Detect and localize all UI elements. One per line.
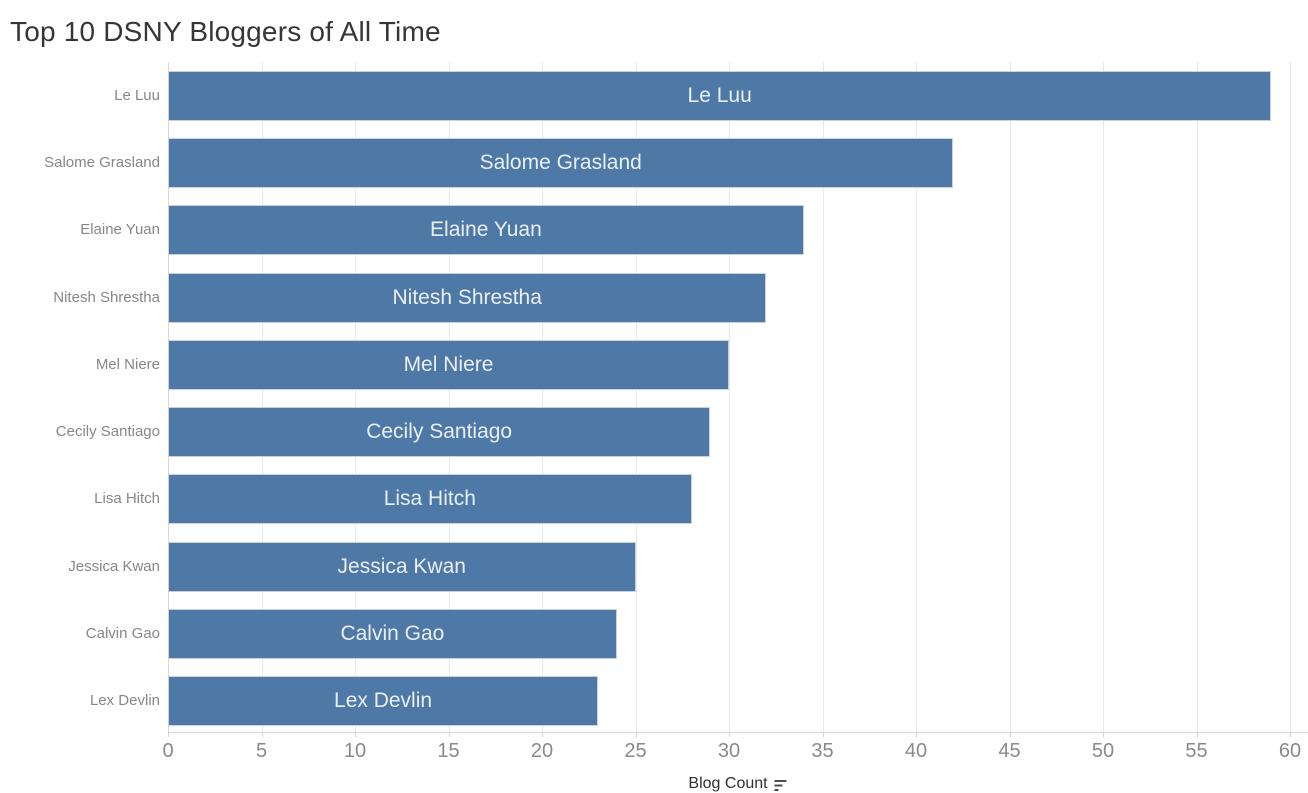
chart-title: Top 10 DSNY Bloggers of All Time — [10, 16, 441, 47]
bar[interactable]: Calvin Gao — [168, 609, 617, 660]
x-tick-label: 40 — [904, 740, 928, 762]
gridline — [168, 62, 169, 732]
tick-mark — [1103, 732, 1104, 737]
tick-mark — [542, 732, 543, 737]
x-axis-title-text: Blog Count — [688, 775, 768, 792]
bar[interactable]: Elaine Yuan — [168, 205, 804, 256]
x-tick-label: 20 — [530, 740, 554, 762]
bar[interactable]: Le Luu — [168, 70, 1272, 121]
x-tick-label: 10 — [343, 740, 367, 762]
bar[interactable]: Lex Devlin — [168, 676, 599, 727]
category-label[interactable]: Calvin Gao — [85, 625, 160, 643]
bar-label: Lex Devlin — [334, 689, 433, 713]
tick-mark — [448, 732, 450, 737]
category-label[interactable]: Lisa Hitch — [94, 490, 160, 508]
x-tick-label: 30 — [717, 740, 741, 762]
bar-label: Le Luu — [687, 83, 752, 107]
category-label[interactable]: Salome Grasland — [44, 153, 160, 171]
bar-label: Cecily Santiago — [366, 420, 513, 444]
gridline — [822, 62, 824, 732]
bar[interactable]: Lisa Hitch — [168, 474, 692, 525]
tick-mark — [1009, 732, 1011, 737]
bar-label: Nitesh Shrestha — [392, 285, 542, 309]
category-label[interactable]: Lex Devlin — [89, 692, 160, 710]
gridline — [542, 62, 543, 732]
category-label[interactable]: Le Luu — [114, 86, 160, 104]
category-label[interactable]: Mel Niere — [95, 355, 160, 373]
gridline — [1196, 62, 1198, 732]
category-label[interactable]: Nitesh Shrestha — [53, 288, 160, 306]
tick-mark — [916, 732, 917, 737]
bar[interactable]: Nitesh Shrestha — [168, 272, 767, 323]
x-tick-label: 25 — [624, 740, 647, 762]
tick-mark — [1290, 732, 1291, 737]
x-axis-line — [168, 732, 1308, 733]
tick-mark — [355, 732, 356, 737]
x-tick-label: 15 — [437, 740, 460, 762]
tick-mark — [822, 732, 824, 737]
x-tick-label: 60 — [1278, 740, 1302, 762]
x-tick-label: 35 — [811, 740, 834, 762]
gridline — [448, 62, 450, 732]
gridline — [355, 62, 356, 732]
x-tick-label: 0 — [162, 740, 174, 762]
gridline — [261, 62, 263, 732]
bar[interactable]: Salome Grasland — [168, 137, 954, 188]
gridline — [916, 62, 917, 732]
bar[interactable]: Jessica Kwan — [168, 541, 636, 592]
category-label[interactable]: Elaine Yuan — [80, 221, 160, 239]
x-tick-label: 5 — [255, 740, 268, 762]
gridline — [1009, 62, 1011, 732]
bar[interactable]: Cecily Santiago — [168, 407, 711, 458]
bar-label: Mel Niere — [403, 352, 494, 376]
x-tick-label: 45 — [998, 740, 1021, 762]
bar-label: Elaine Yuan — [430, 218, 542, 242]
gridline — [1103, 62, 1104, 732]
x-tick-label: 50 — [1091, 740, 1115, 762]
bar-label: Lisa Hitch — [383, 487, 476, 511]
x-axis-title[interactable]: Blog Count — [688, 775, 787, 793]
sort-descending-icon[interactable] — [774, 779, 788, 792]
tick-mark — [168, 732, 169, 737]
tick-mark — [729, 732, 730, 737]
bar[interactable]: Mel Niere — [168, 339, 729, 390]
gridline — [729, 62, 730, 732]
tick-mark — [635, 732, 637, 737]
gridline — [635, 62, 637, 732]
tick-mark — [261, 732, 263, 737]
tick-mark — [1196, 732, 1198, 737]
x-tick-label: 55 — [1185, 740, 1208, 762]
bar-label: Salome Grasland — [479, 150, 642, 174]
bar-label: Calvin Gao — [340, 622, 445, 646]
gridline — [1290, 62, 1291, 732]
bar-label: Jessica Kwan — [337, 554, 466, 578]
category-label[interactable]: Jessica Kwan — [68, 557, 160, 575]
category-label[interactable]: Cecily Santiago — [55, 423, 160, 441]
